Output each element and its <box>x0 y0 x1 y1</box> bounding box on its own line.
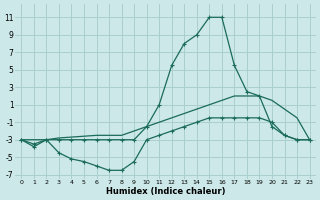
X-axis label: Humidex (Indice chaleur): Humidex (Indice chaleur) <box>106 187 225 196</box>
